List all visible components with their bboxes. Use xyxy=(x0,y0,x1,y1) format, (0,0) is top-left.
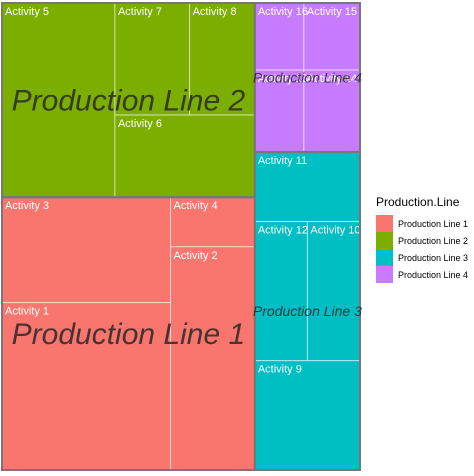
tile-activity-5 xyxy=(1,2,116,198)
group-label-production-line-3: Production Line 3 xyxy=(253,303,362,319)
legend-item-production-line-1: Production Line 1 xyxy=(376,215,468,232)
tile-label-activity-13: Activity 13 xyxy=(258,73,308,85)
tile-label-activity-1: Activity 1 xyxy=(5,306,49,318)
group-label-production-line-1: Production Line 1 xyxy=(12,318,246,351)
tile-activity-12 xyxy=(254,221,308,362)
legend-item-production-line-2: Production Line 2 xyxy=(376,232,468,249)
tile-label-activity-12: Activity 12 xyxy=(258,225,308,237)
tile-label-activity-8: Activity 8 xyxy=(193,6,237,18)
tile-label-activity-10: Activity 10 xyxy=(310,225,360,237)
tile-label-activity-15: Activity 15 xyxy=(307,6,357,18)
tile-activity-2 xyxy=(170,246,256,471)
tile-activity-11 xyxy=(254,151,361,223)
legend-label-production-line-4: Production Line 4 xyxy=(398,269,469,280)
tile-activity-1 xyxy=(1,302,172,471)
tile-activity-3 xyxy=(1,196,172,304)
legend-swatch-production-line-3 xyxy=(376,249,393,266)
tile-activity-13 xyxy=(254,69,305,153)
tile-label-activity-11: Activity 11 xyxy=(258,155,307,167)
tile-label-activity-4: Activity 4 xyxy=(174,200,218,212)
tile-label-activity-2: Activity 2 xyxy=(174,250,218,262)
tile-label-activity-14: Activity 14 xyxy=(307,73,357,85)
tile-activity-10 xyxy=(306,221,361,362)
tile-label-activity-3: Activity 3 xyxy=(5,200,49,212)
tile-activity-7 xyxy=(114,2,191,116)
legend-label-production-line-3: Production Line 3 xyxy=(398,252,469,263)
group-label-production-line-4: Production Line 4 xyxy=(253,69,362,85)
legend-title: Production.Line xyxy=(376,195,460,209)
group-border-production-line-3 xyxy=(253,151,361,472)
legend-item-production-line-4: Production Line 4 xyxy=(376,266,468,283)
tile-label-activity-6: Activity 6 xyxy=(118,118,162,130)
tile-activity-14 xyxy=(303,69,361,153)
legend-item-production-line-3: Production Line 3 xyxy=(376,249,468,266)
legend-swatch-production-line-2 xyxy=(376,232,393,249)
legend-swatch-production-line-4 xyxy=(376,266,393,283)
legend-label-production-line-1: Production Line 1 xyxy=(398,218,469,229)
tile-activity-6 xyxy=(114,114,256,198)
tile-activity-9 xyxy=(254,360,361,471)
group-label-production-line-2: Production Line 2 xyxy=(12,85,246,118)
tile-label-activity-9: Activity 9 xyxy=(258,364,302,376)
legend-label-production-line-2: Production Line 2 xyxy=(398,235,469,246)
tile-label-activity-5: Activity 5 xyxy=(5,6,49,18)
tile-label-activity-7: Activity 7 xyxy=(118,6,162,18)
tile-label-activity-16: Activity 16 xyxy=(258,6,308,18)
legend-swatch-production-line-1 xyxy=(376,215,393,232)
legend: Production.Line Production Line 1 Produc… xyxy=(376,195,468,283)
